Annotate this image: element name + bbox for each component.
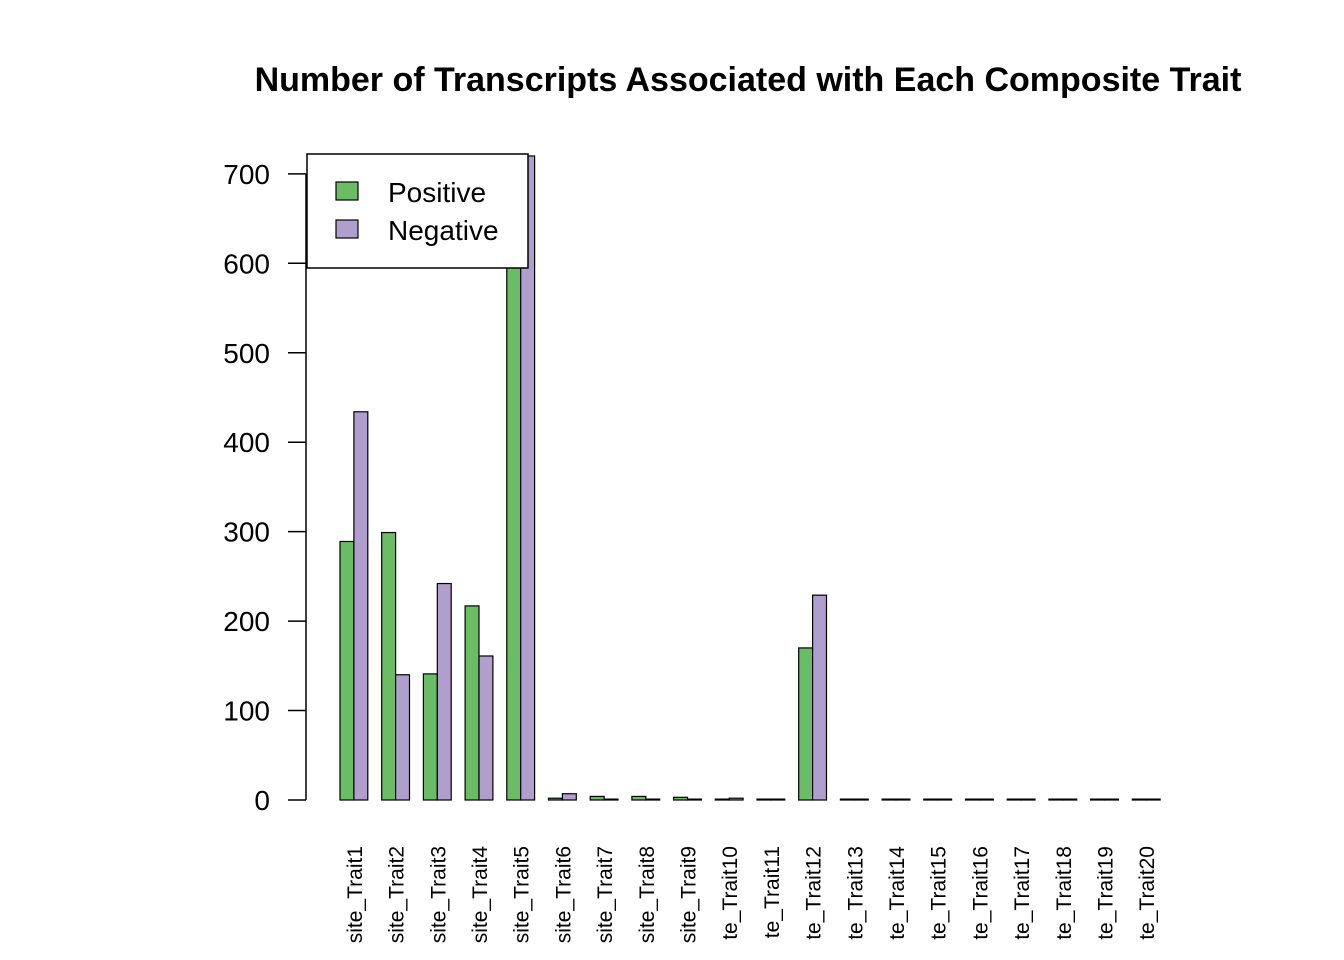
y-tick-label: 100 (223, 696, 270, 727)
bar-positive-19 (1089, 798, 1106, 801)
bar-negative-1 (353, 411, 369, 801)
y-tick-label: 600 (223, 248, 270, 279)
bars-group (339, 155, 1161, 801)
x-tick-label: site_Trait3 (427, 846, 450, 943)
x-tick-label: te_Trait11 (761, 846, 784, 938)
x-tick-label: te_Trait20 (1136, 846, 1159, 940)
bar-positive-2 (381, 531, 397, 801)
bar-negative-4 (478, 655, 494, 801)
bar-negative-13 (853, 798, 869, 801)
x-tick-label: te_Trait19 (1095, 846, 1118, 940)
bar-positive-6 (547, 797, 563, 801)
bar-negative-10 (728, 797, 744, 801)
legend-swatch-negative (335, 219, 359, 239)
y-axis: 0 100 200 300 400 500 600 700 (223, 159, 307, 816)
x-tick-label: site_Trait7 (594, 846, 617, 943)
x-tick-label: te_Trait15 (928, 846, 951, 940)
y-tick-label: 300 (223, 517, 270, 548)
bar-positive-4 (464, 605, 480, 801)
bar-positive-8 (631, 795, 647, 801)
bar-negative-11 (770, 798, 786, 801)
bar-negative-16 (978, 798, 994, 801)
bar-negative-18 (1062, 798, 1078, 801)
bar-positive-3 (422, 673, 438, 801)
bar-positive-14 (881, 798, 897, 801)
bar-negative-7 (603, 798, 619, 801)
x-tick-labels: site_Trait1 site_Trait2 site_Trait3 site_Tr… (344, 846, 1159, 944)
bar-positive-10 (714, 798, 730, 801)
bar-positive-20 (1131, 798, 1147, 801)
bar-negative-2 (395, 674, 411, 801)
bar-positive-13 (839, 798, 855, 801)
bar-positive-15 (923, 798, 939, 801)
bar-positive-7 (589, 795, 605, 801)
bar-negative-19 (1103, 798, 1119, 801)
legend-swatch-positive (335, 181, 359, 201)
bar-positive-12 (798, 647, 814, 801)
bar-positive-1 (339, 540, 355, 801)
legend-label-positive: Positive (388, 177, 486, 208)
bar-negative-20 (1145, 798, 1161, 801)
bar-positive-11 (756, 798, 772, 801)
bar-positive-9 (672, 796, 689, 801)
bar-negative-15 (937, 798, 953, 801)
x-tick-label: te_Trait16 (969, 846, 992, 940)
bar-positive-18 (1048, 798, 1064, 801)
y-tick-label: 400 (223, 427, 270, 458)
x-tick-label: te_Trait13 (844, 846, 867, 940)
x-tick-label: te_Trait14 (886, 846, 909, 940)
x-tick-label: site_Trait4 (469, 846, 492, 944)
bar-positive-16 (964, 798, 980, 801)
x-tick-label: site_Trait5 (511, 846, 534, 943)
bar-negative-8 (645, 798, 661, 801)
bar-negative-3 (436, 582, 452, 801)
x-tick-label: site_Trait8 (636, 846, 659, 943)
chart-title: Number of Transcripts Associated with Ea… (255, 61, 1242, 99)
x-tick-label: site_Trait1 (344, 846, 367, 943)
bar-negative-12 (811, 594, 828, 801)
y-tick-label: 0 (254, 785, 270, 816)
x-tick-label: te_Trait12 (803, 846, 826, 940)
x-tick-label: te_Trait10 (719, 846, 742, 940)
x-tick-label: site_Trait9 (678, 846, 701, 943)
bar-positive-17 (1006, 798, 1022, 801)
x-tick-label: site_Trait2 (386, 846, 409, 943)
bar-negative-17 (1020, 798, 1036, 801)
legend: Positive Negative (306, 153, 529, 269)
legend-label-negative: Negative (388, 215, 499, 246)
legend-box (306, 153, 529, 269)
x-tick-label: site_Trait6 (552, 846, 575, 943)
y-tick-label: 500 (223, 338, 270, 369)
bar-negative-9 (686, 798, 702, 801)
y-tick-label: 700 (223, 159, 270, 190)
bar-negative-6 (561, 793, 577, 801)
y-tick-label: 200 (223, 606, 270, 637)
bar-negative-14 (895, 798, 911, 801)
x-tick-label: te_Trait18 (1053, 846, 1076, 940)
x-tick-label: te_Trait17 (1011, 846, 1034, 940)
